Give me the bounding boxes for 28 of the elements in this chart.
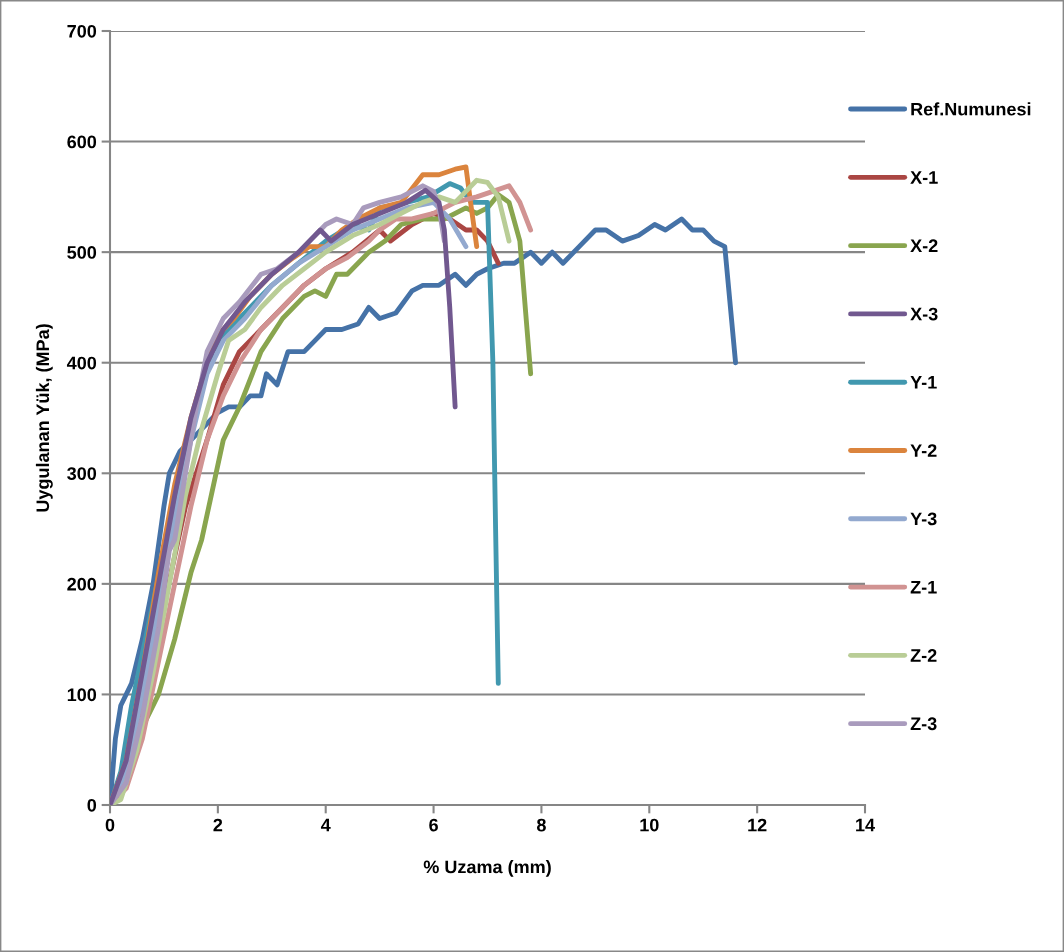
y-tick-label: 100	[67, 688, 97, 702]
legend-label: Ref.Numunesi	[911, 102, 1031, 116]
x-tick-label: 10	[640, 818, 659, 832]
legend-label: Z-3	[910, 717, 937, 731]
x-tick-label: 2	[213, 818, 223, 832]
legend-label: Y-1	[910, 376, 937, 389]
legend-label: Z-1	[910, 580, 937, 594]
legend-label: Z-2	[910, 649, 937, 662]
x-axis-title: % Uzama (mm)	[423, 860, 551, 877]
x-tick-label: 6	[429, 818, 438, 832]
x-tick-label: 8	[536, 818, 546, 832]
x-tick-label: 4	[320, 818, 331, 832]
y-tick-label: 500	[67, 246, 97, 259]
legend-label: X-1	[910, 171, 938, 184]
y-tick-label: 600	[67, 135, 97, 149]
x-tick-label: 14	[856, 818, 875, 832]
y-tick-label: 0	[87, 798, 97, 812]
y-tick-label: 400	[66, 356, 97, 370]
y-axis-title: Uygulanan Yük, (MPa)	[35, 324, 53, 512]
legend-label: Y-3	[910, 512, 937, 526]
legend-label: Y-2	[910, 444, 937, 457]
y-tick-label: 300	[67, 467, 97, 481]
y-tick-label: 700	[67, 24, 97, 38]
legend-label: X-2	[910, 239, 938, 252]
legend-label: X-3	[910, 307, 938, 321]
x-tick-label: 0	[105, 818, 115, 832]
y-tick-label: 200	[67, 577, 97, 591]
x-tick-label: 12	[748, 818, 767, 832]
